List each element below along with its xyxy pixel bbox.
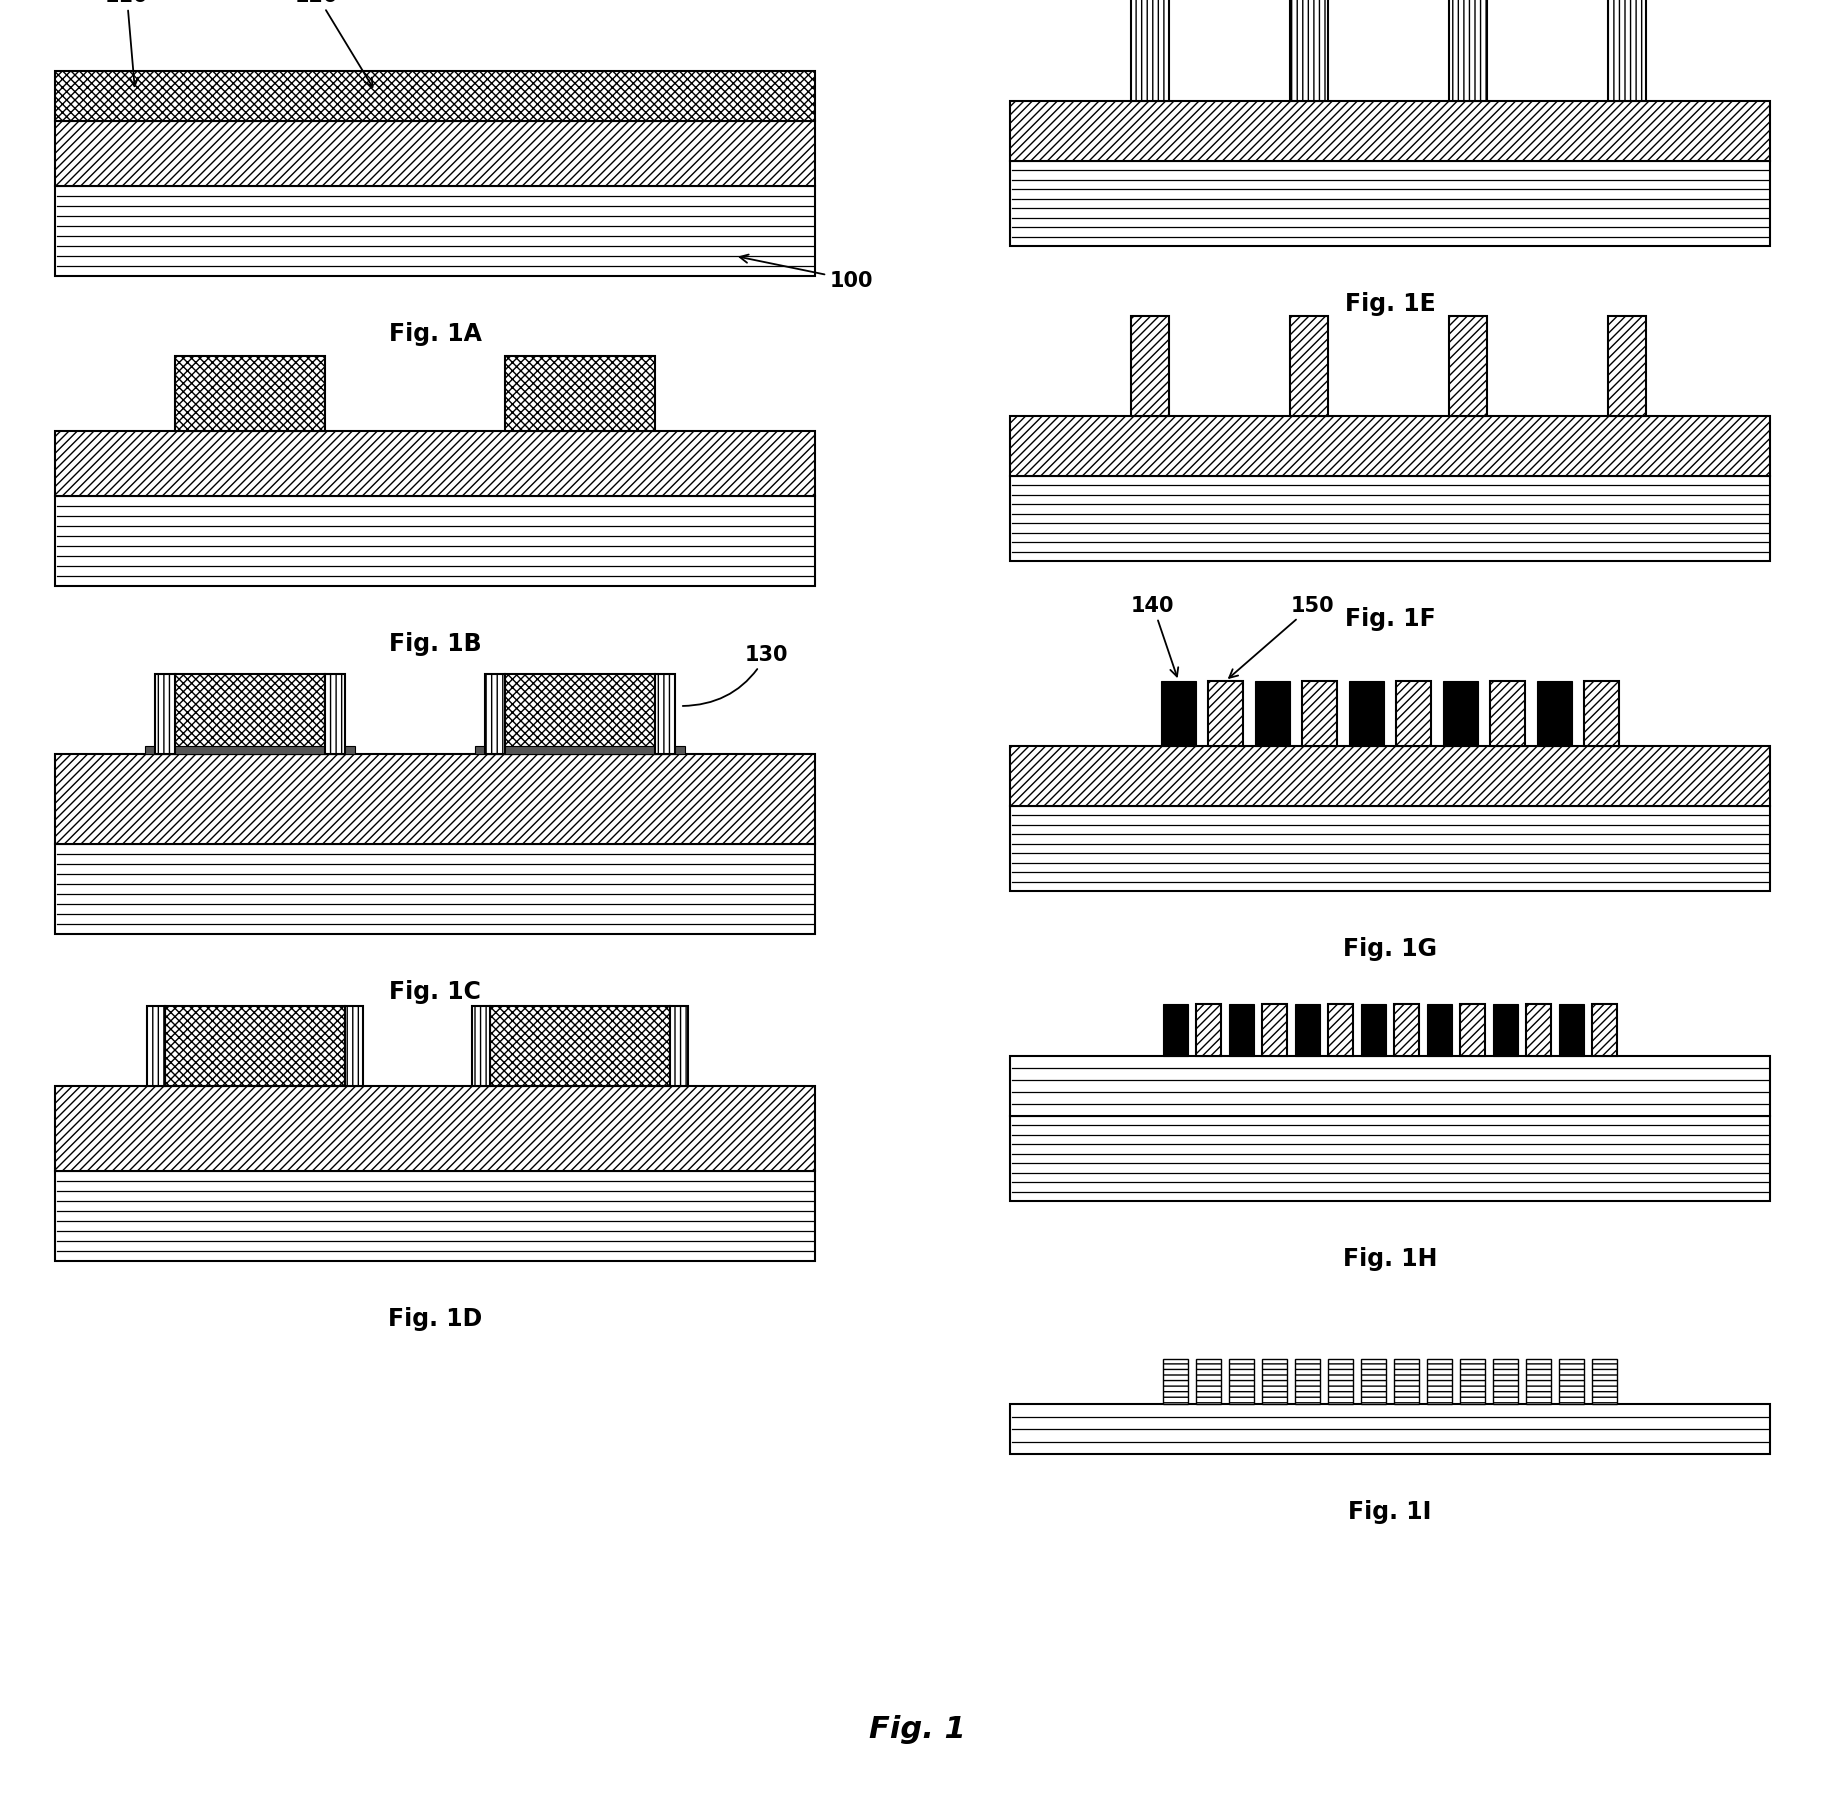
Bar [475,747,684,754]
Bar [1255,682,1290,747]
Bar [1461,1004,1485,1056]
Bar [55,431,815,496]
Bar [1396,682,1431,747]
Bar [1428,1004,1451,1056]
Bar [1593,1359,1617,1404]
Bar [1450,318,1486,417]
Bar [1461,1359,1485,1404]
Text: 110: 110 [105,0,149,87]
Bar [1395,1359,1418,1404]
Bar [1296,1359,1319,1404]
Bar [1009,1404,1771,1455]
Text: 100: 100 [740,256,873,291]
Bar [1450,0,1486,101]
Bar [1490,682,1525,747]
Bar [1290,0,1329,101]
Bar [1527,1004,1551,1056]
Text: Fig. 1C: Fig. 1C [389,980,481,1004]
Text: Fig. 1E: Fig. 1E [1345,292,1435,316]
Bar [1593,1004,1617,1056]
Text: Fig. 1D: Fig. 1D [387,1307,483,1330]
Bar [1009,747,1771,807]
Text: 140: 140 [1130,596,1178,677]
Bar [505,357,655,431]
Bar [484,675,505,754]
Bar [670,1007,688,1087]
Bar [1494,1359,1518,1404]
Bar [55,72,815,123]
Text: 120: 120 [295,0,373,88]
Bar [1329,1359,1352,1404]
Bar [1607,0,1646,101]
Bar [1262,1004,1286,1056]
Bar [1428,1359,1451,1404]
Bar [655,675,675,754]
Bar [55,1087,815,1171]
Bar [325,675,345,754]
Text: 130: 130 [683,644,789,706]
Text: Fig. 1I: Fig. 1I [1349,1500,1431,1523]
Bar [1229,1359,1253,1404]
Bar [1296,1004,1319,1056]
Bar [165,1007,345,1087]
Bar [1207,682,1242,747]
Bar [1163,1359,1187,1404]
Bar [1290,318,1329,417]
Bar [1009,162,1771,247]
Text: Fig. 1F: Fig. 1F [1345,606,1435,630]
Bar [1163,1004,1187,1056]
Bar [1130,0,1169,101]
Bar [1607,318,1646,417]
Text: Fig. 1G: Fig. 1G [1343,937,1437,960]
Text: Fig. 1: Fig. 1 [870,1715,965,1744]
Bar [1229,1004,1253,1056]
Bar [55,845,815,935]
Bar [1395,1004,1418,1056]
Bar [1303,682,1338,747]
Text: Fig. 1B: Fig. 1B [389,632,481,655]
Bar [1130,318,1169,417]
Bar [472,1007,490,1087]
Bar [1362,1359,1385,1404]
Bar [1442,682,1477,747]
Bar [1494,1004,1518,1056]
Text: 150: 150 [1229,596,1334,679]
Bar [1538,682,1573,747]
Bar [1196,1004,1220,1056]
Bar [505,675,655,754]
Bar [1196,1359,1220,1404]
Bar [145,747,354,754]
Bar [174,675,325,754]
Bar [345,1007,363,1087]
Bar [55,188,815,276]
Bar [1584,682,1618,747]
Bar [1009,1056,1771,1115]
Bar [1009,101,1771,162]
Bar [1009,417,1771,477]
Bar [1349,682,1384,747]
Bar [1009,807,1771,892]
Bar [55,1171,815,1262]
Bar [1009,477,1771,561]
Bar [1527,1359,1551,1404]
Bar [1262,1359,1286,1404]
Bar [1162,682,1196,747]
Bar [1009,1115,1771,1202]
Text: Fig. 1A: Fig. 1A [389,321,481,347]
Bar [1560,1359,1584,1404]
Bar [174,357,325,431]
Text: Fig. 1H: Fig. 1H [1343,1245,1437,1271]
Bar [1362,1004,1385,1056]
Bar [55,496,815,587]
Bar [490,1007,670,1087]
Bar [147,1007,165,1087]
Bar [1329,1004,1352,1056]
Bar [154,675,174,754]
Bar [1560,1004,1584,1056]
Bar [55,754,815,845]
Bar [55,123,815,188]
